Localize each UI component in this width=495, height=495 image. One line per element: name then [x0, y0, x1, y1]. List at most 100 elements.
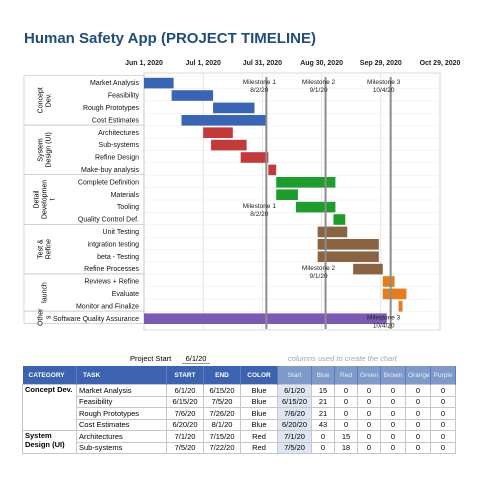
- table-cell-red[interactable]: 0: [334, 395, 358, 408]
- table-cell-end[interactable]: 8/1/20: [203, 418, 241, 431]
- milestone-date: 8/2/20: [250, 87, 268, 94]
- table-cell-blue[interactable]: 0: [311, 430, 335, 443]
- x-tick-label: Jul 1, 2020: [185, 60, 221, 67]
- table-cell-red[interactable]: 0: [334, 418, 358, 431]
- table-cell-orange[interactable]: 0: [405, 407, 431, 420]
- table-cell-start[interactable]: 7/6/20: [166, 407, 204, 420]
- milestone-label: Milestone 2: [302, 79, 336, 86]
- table-cell-start2[interactable]: 7/1/20: [277, 430, 312, 443]
- task-label: Complete Definition: [78, 179, 139, 186]
- column-header: CATEGORY: [22, 366, 77, 385]
- table-cell-color[interactable]: Red: [240, 430, 278, 443]
- table-cell-purple[interactable]: 0: [430, 384, 456, 397]
- table-cell-red[interactable]: 0: [334, 407, 358, 420]
- milestone-date: 10/4/20: [373, 323, 395, 330]
- table-cell-blue[interactable]: 21: [311, 407, 335, 420]
- table-header-row: CATEGORY TASK START END COLOR Start Blue Red Gre…: [22, 366, 456, 385]
- table-cell-brown[interactable]: 0: [380, 418, 406, 431]
- milestone-date: 9/1/20: [310, 273, 328, 280]
- task-label: Reviews + Refine: [84, 279, 139, 286]
- task-bar: [276, 177, 336, 188]
- table-cell-purple[interactable]: 0: [430, 407, 456, 420]
- table-cell-task[interactable]: Architectures: [76, 430, 167, 443]
- table-cell-purple[interactable]: 0: [430, 430, 456, 443]
- category-label: ConceptDev.: [38, 87, 53, 113]
- table-cell-purple[interactable]: 0: [430, 441, 456, 454]
- x-tick-label: Sep 29, 2020: [360, 60, 402, 67]
- table-cell-color[interactable]: Red: [240, 441, 278, 454]
- table-cell-category[interactable]: Concept Dev.: [22, 384, 77, 431]
- table-cell-red[interactable]: 18: [334, 441, 358, 454]
- table-cell-end[interactable]: 7/22/20: [203, 441, 241, 454]
- task-bar: [144, 77, 174, 89]
- table-cell-color[interactable]: Blue: [240, 384, 278, 397]
- table-cell-brown[interactable]: 0: [380, 407, 406, 420]
- table-cell-task[interactable]: Cost Estimates: [76, 418, 167, 431]
- table-cell-task[interactable]: Sub-systems: [76, 441, 167, 454]
- table-cell-blue[interactable]: 0: [311, 441, 335, 454]
- helper-columns-note: columns used to create the chart: [288, 354, 397, 363]
- task-bar: [276, 189, 298, 200]
- table-cell-end[interactable]: 7/5/20: [203, 395, 241, 408]
- table-cell-orange[interactable]: 0: [405, 384, 431, 397]
- table-cell-start2[interactable]: 7/5/20: [277, 441, 312, 454]
- table-cell-red[interactable]: 15: [334, 430, 358, 443]
- table-cell-start2[interactable]: 6/1/20: [277, 384, 312, 397]
- table-cell-orange[interactable]: 0: [405, 395, 431, 408]
- table-cell-brown[interactable]: 0: [380, 441, 406, 454]
- table-cell-start[interactable]: 7/1/20: [166, 430, 204, 443]
- table-cell-orange[interactable]: 0: [405, 441, 431, 454]
- table-cell-green[interactable]: 0: [357, 395, 381, 408]
- table-cell-orange[interactable]: 0: [405, 430, 431, 443]
- table-cell-blue[interactable]: 21: [311, 395, 335, 408]
- table-cell-category[interactable]: System Design (UI): [22, 430, 77, 454]
- task-bar: [382, 288, 407, 300]
- category-label: DetailDevelopment: [34, 180, 57, 219]
- table-cell-green[interactable]: 0: [357, 441, 381, 454]
- milestone-label: Milestone 3: [367, 315, 401, 322]
- milestone-label: Milestone 1: [243, 203, 277, 210]
- table-cell-blue[interactable]: 15: [311, 384, 335, 397]
- task-label: Feasibility: [108, 93, 140, 100]
- task-bar: [171, 90, 214, 101]
- task-bar: [213, 102, 255, 114]
- table-cell-end[interactable]: 6/15/20: [203, 384, 241, 397]
- table-cell-start2[interactable]: 7/6/20: [277, 407, 312, 420]
- table-cell-green[interactable]: 0: [357, 418, 381, 431]
- table-cell-orange[interactable]: 0: [405, 418, 431, 431]
- table-cell-green[interactable]: 0: [357, 384, 381, 397]
- table-row: System Design (UI) Architectures 7/1/20 7/1…: [22, 430, 456, 454]
- table-row: Cost Estimates 6/20/20 8/1/20 Blue 6/20/20 43…: [23, 418, 456, 431]
- category-label: Others: [38, 308, 53, 326]
- table-cell-color[interactable]: Blue: [240, 395, 278, 408]
- table-cell-start2[interactable]: 6/15/20: [277, 395, 312, 408]
- table-cell-blue[interactable]: 43: [311, 418, 335, 431]
- table-cell-start[interactable]: 6/20/20: [166, 418, 204, 431]
- project-start-value[interactable]: 6/1/20: [182, 354, 210, 364]
- table-cell-brown[interactable]: 0: [380, 395, 406, 408]
- table-cell-end[interactable]: 7/26/20: [203, 407, 241, 420]
- task-label: intgration testing: [88, 241, 139, 248]
- task-bar: [317, 239, 379, 250]
- table-cell-green[interactable]: 0: [357, 430, 381, 443]
- column-header: Green: [357, 366, 381, 385]
- table-cell-color[interactable]: Blue: [240, 418, 278, 431]
- task-bar: [211, 139, 247, 151]
- table-cell-start2[interactable]: 6/20/20: [277, 418, 312, 431]
- table-cell-task[interactable]: Feasibility: [76, 395, 167, 408]
- table-cell-brown[interactable]: 0: [380, 384, 406, 397]
- table-cell-green[interactable]: 0: [357, 407, 381, 420]
- table-cell-end[interactable]: 7/15/20: [203, 430, 241, 443]
- column-header: TASK: [76, 366, 167, 385]
- table-cell-task[interactable]: Market Analysis: [76, 384, 167, 397]
- table-cell-task[interactable]: Rough Prototypes: [76, 407, 167, 420]
- table-cell-purple[interactable]: 0: [430, 418, 456, 431]
- table-cell-brown[interactable]: 0: [380, 430, 406, 443]
- table-cell-start[interactable]: 6/15/20: [166, 395, 204, 408]
- table-cell-start[interactable]: 6/1/20: [166, 384, 204, 397]
- table-cell-red[interactable]: 0: [334, 384, 358, 397]
- table-cell-start[interactable]: 7/5/20: [166, 441, 204, 454]
- table-cell-purple[interactable]: 0: [430, 395, 456, 408]
- task-label: Materials: [111, 192, 140, 199]
- table-cell-color[interactable]: Blue: [240, 407, 278, 420]
